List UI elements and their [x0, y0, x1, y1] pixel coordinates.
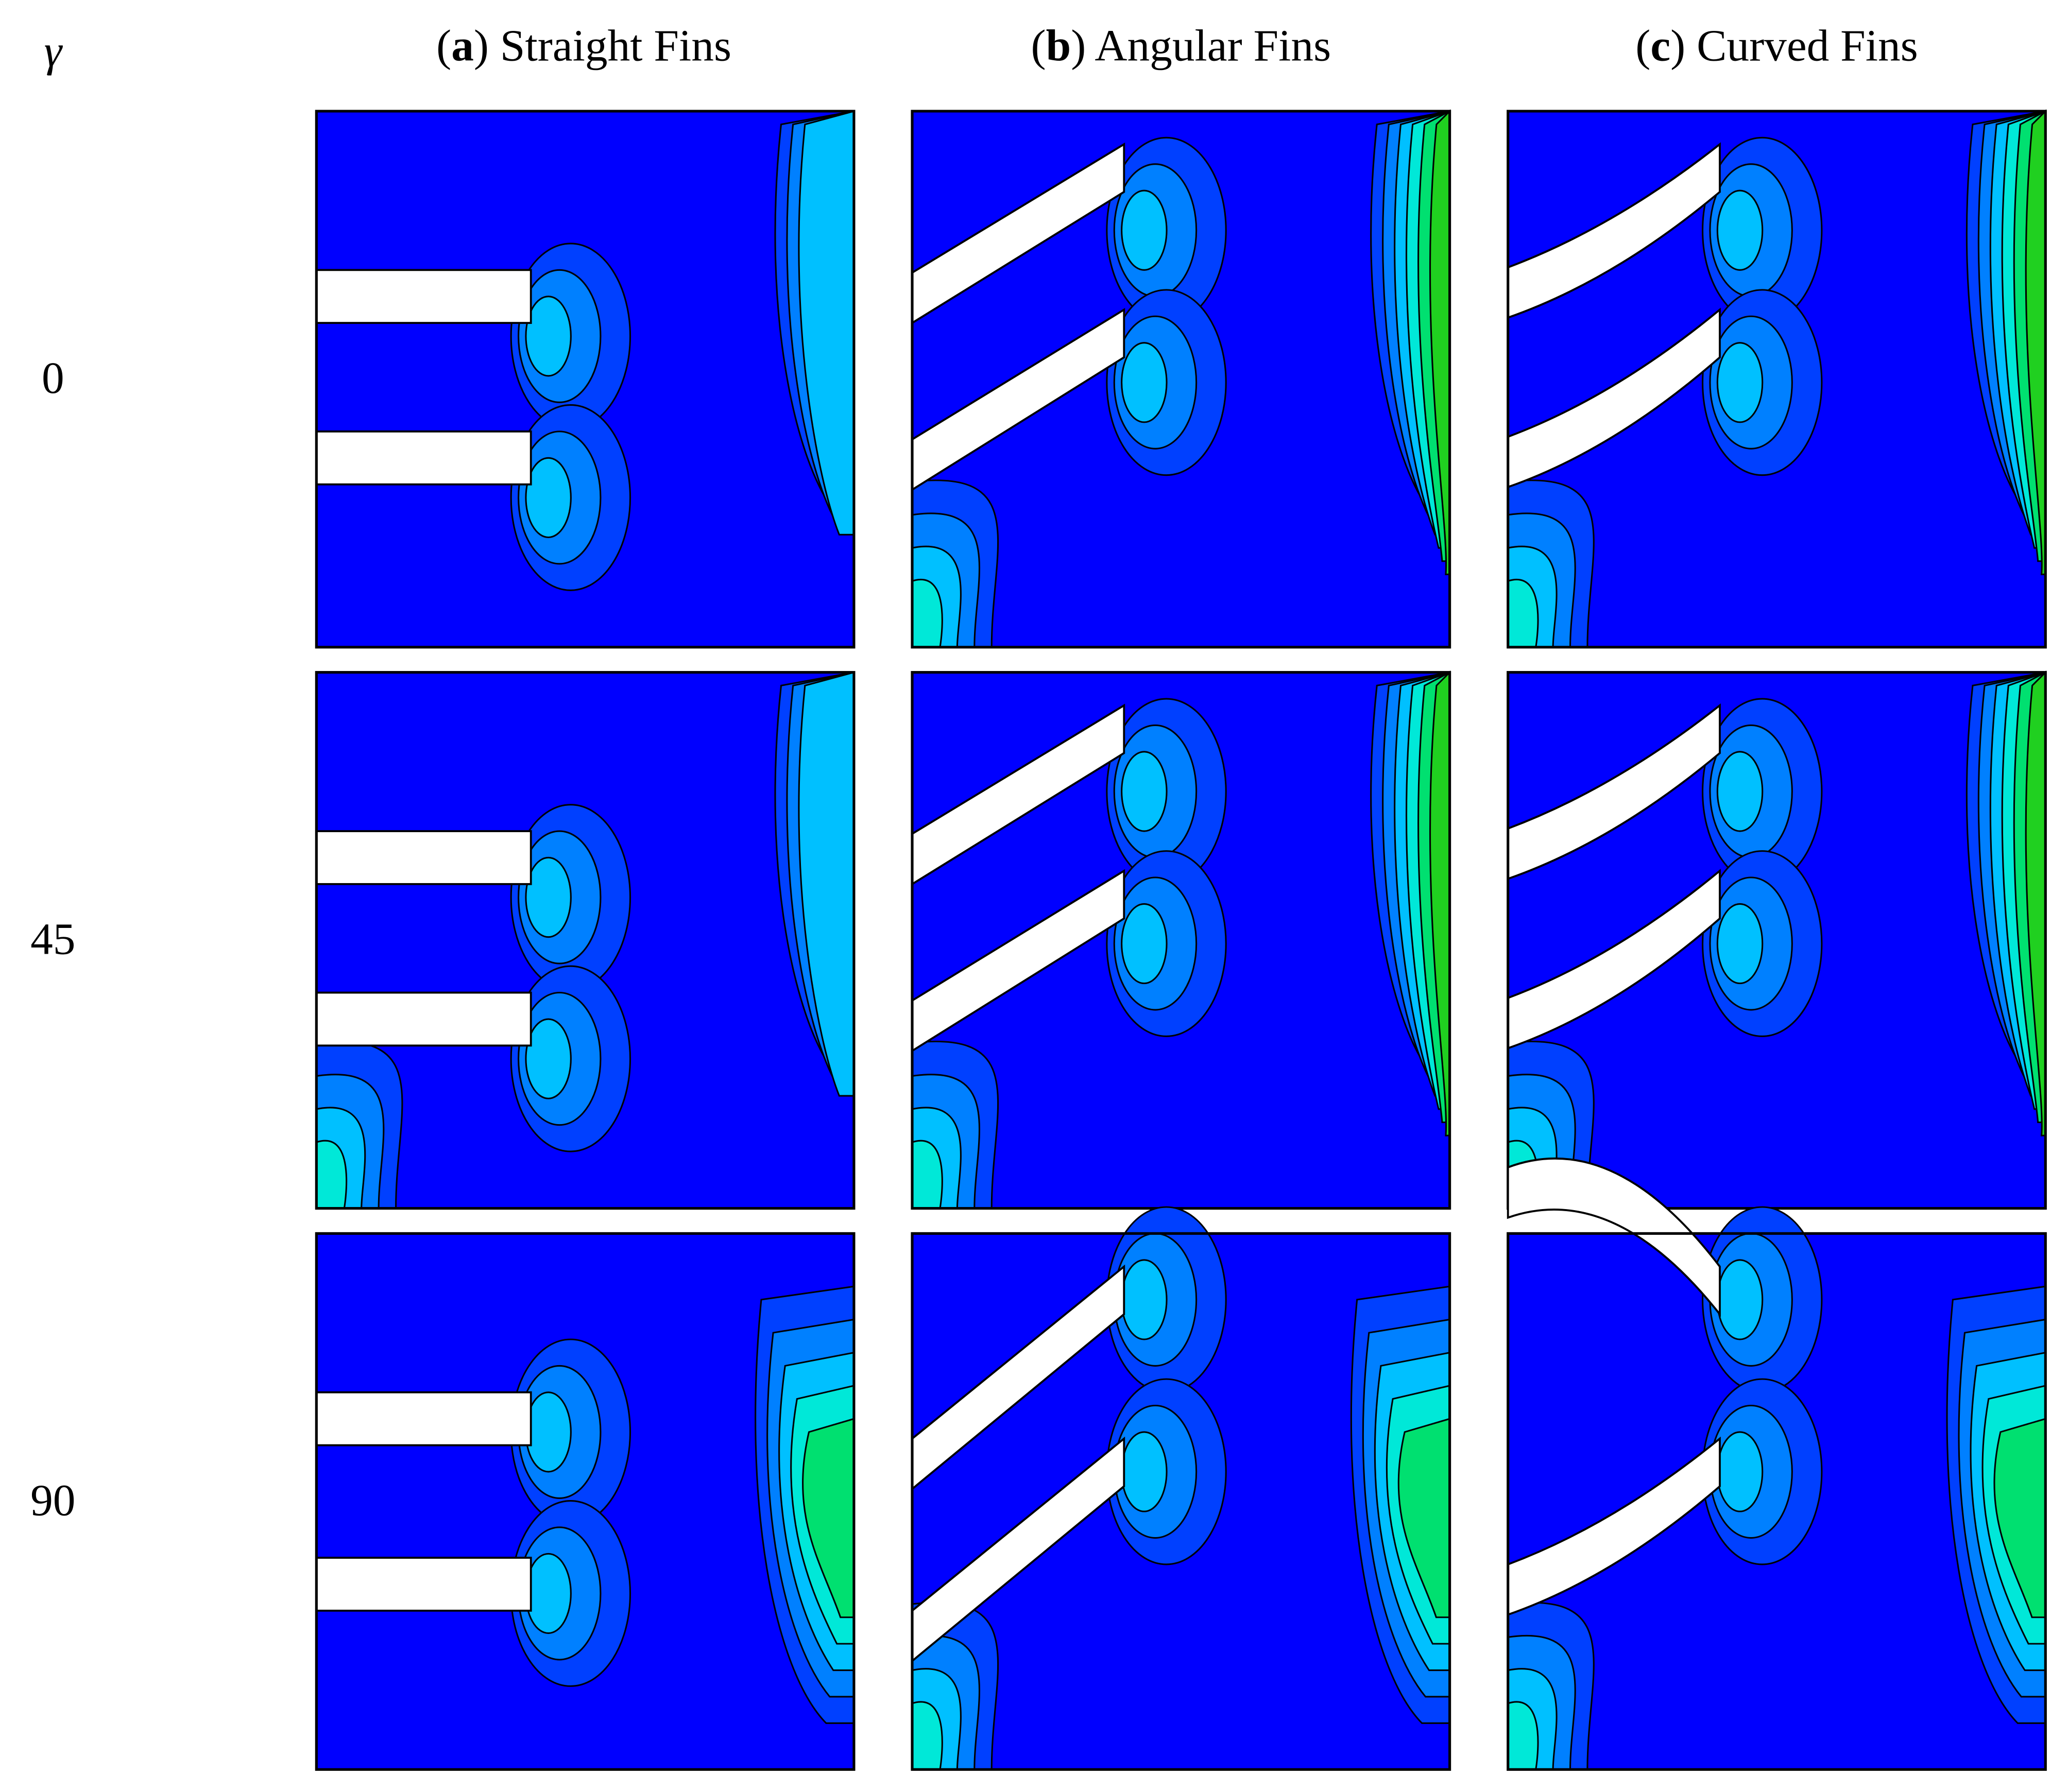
contour-panel — [911, 109, 1451, 649]
header-part: ) Curved Fins — [1670, 21, 1918, 71]
contour-panel — [315, 110, 856, 649]
fin — [315, 830, 532, 885]
column-header: (c) Curved Fins — [1635, 21, 1918, 71]
contour-level — [1716, 903, 1764, 985]
contour-level — [1993, 1418, 2046, 1618]
contour-level — [1716, 1259, 1764, 1340]
contour-level — [1429, 670, 1451, 1136]
contour-level — [525, 1553, 572, 1634]
fin — [1507, 869, 1721, 1050]
contour-level — [1716, 189, 1764, 271]
contour-level — [1121, 751, 1168, 832]
column-header: (a) Straight Fins — [436, 21, 731, 71]
contour-level — [2025, 670, 2046, 1136]
fin — [1507, 142, 1721, 319]
contour-level — [798, 110, 855, 536]
panel-frame — [315, 110, 856, 649]
row-label: 45 — [30, 914, 75, 964]
fin — [315, 991, 532, 1047]
header-part: b — [1046, 21, 1071, 71]
fin — [1507, 307, 1721, 489]
panel-frame — [1507, 110, 2047, 649]
contour-panel — [911, 670, 1451, 1210]
contour-level — [1397, 1418, 1451, 1618]
contour-panel — [1507, 670, 2047, 1210]
header-part: ) Straight Fins — [474, 21, 731, 71]
fin — [315, 1391, 532, 1446]
panel-frame — [1507, 671, 2047, 1210]
contour-level — [525, 1391, 572, 1473]
column-header: (b) Angular Fins — [1031, 21, 1331, 71]
contour-level — [1716, 1431, 1764, 1512]
header-part: ( — [1635, 21, 1650, 71]
panel-frame — [315, 1232, 856, 1771]
contour-level — [525, 1018, 572, 1099]
contour-panel — [315, 1232, 856, 1771]
fin — [315, 430, 532, 486]
contour-level — [525, 296, 572, 377]
fin — [315, 1557, 532, 1612]
panel-frame — [315, 671, 856, 1210]
contour-level — [1121, 903, 1168, 985]
contour-panel — [1507, 1157, 2047, 1771]
contour-level — [525, 457, 572, 539]
header-part: a — [451, 21, 474, 71]
contour-level — [1121, 189, 1168, 271]
header-part: ( — [436, 21, 451, 71]
contour-level — [798, 671, 855, 1097]
header-part: ) Angular Fins — [1071, 21, 1331, 71]
contour-level — [525, 856, 572, 938]
header-part: ( — [1031, 21, 1046, 71]
panel-frame — [911, 671, 1451, 1210]
contour-level — [1121, 342, 1168, 423]
panel-frame — [1507, 1232, 2047, 1771]
contour-level — [1716, 751, 1764, 832]
header-part: c — [1650, 21, 1670, 71]
panel-frame — [911, 1232, 1451, 1771]
fin — [1507, 703, 1721, 881]
fin — [1507, 1436, 1721, 1616]
contour-level — [2025, 109, 2046, 575]
contour-level — [1121, 1431, 1168, 1512]
contour-panel — [1507, 109, 2047, 649]
panel-frame — [911, 110, 1451, 649]
contour-level — [1429, 109, 1451, 575]
contour-level — [1121, 1259, 1168, 1340]
fin — [1507, 1157, 1721, 1317]
contour-level — [1716, 342, 1764, 423]
gamma-symbol: γ — [44, 26, 63, 76]
row-label: 90 — [30, 1475, 75, 1525]
row-label: 0 — [42, 353, 64, 403]
fin — [315, 269, 532, 324]
contour-level — [802, 1418, 855, 1618]
contour-panel — [911, 1206, 1451, 1771]
contour-panel — [315, 671, 856, 1210]
